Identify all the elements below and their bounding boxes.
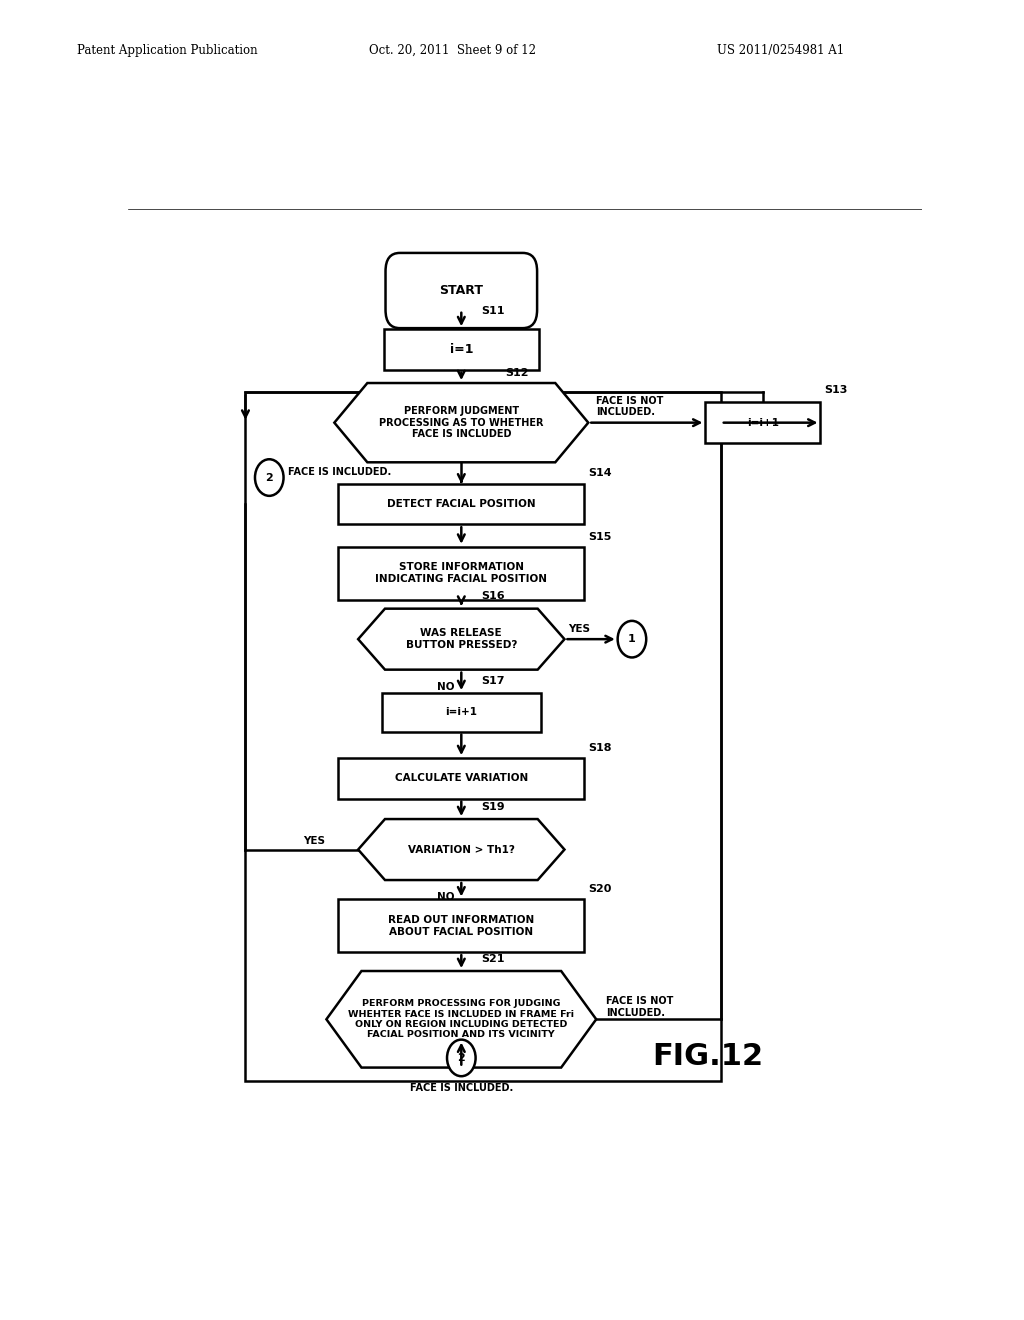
Text: S14: S14 bbox=[588, 469, 612, 478]
Text: US 2011/0254981 A1: US 2011/0254981 A1 bbox=[717, 44, 844, 57]
Text: S18: S18 bbox=[588, 743, 611, 752]
Text: FACE IS NOT
INCLUDED.: FACE IS NOT INCLUDED. bbox=[596, 396, 664, 417]
Text: 2: 2 bbox=[458, 1053, 465, 1063]
Text: CALCULATE VARIATION: CALCULATE VARIATION bbox=[394, 774, 528, 783]
Text: S12: S12 bbox=[505, 368, 528, 378]
Text: Patent Application Publication: Patent Application Publication bbox=[77, 44, 257, 57]
Bar bbox=[706, 403, 820, 444]
Text: PERFORM JUDGMENT
PROCESSING AS TO WHETHER
FACE IS INCLUDED: PERFORM JUDGMENT PROCESSING AS TO WHETHE… bbox=[379, 407, 544, 440]
Polygon shape bbox=[358, 609, 564, 669]
Bar bbox=[338, 483, 585, 524]
Text: READ OUT INFORMATION
ABOUT FACIAL POSITION: READ OUT INFORMATION ABOUT FACIAL POSITI… bbox=[388, 915, 535, 937]
Text: S13: S13 bbox=[824, 385, 848, 395]
Text: S20: S20 bbox=[588, 884, 611, 894]
Text: S21: S21 bbox=[481, 954, 505, 964]
Text: i=1: i=1 bbox=[450, 343, 473, 356]
Bar bbox=[338, 546, 585, 599]
Text: DETECT FACIAL POSITION: DETECT FACIAL POSITION bbox=[387, 499, 536, 510]
Text: 2: 2 bbox=[265, 473, 273, 483]
Text: NO: NO bbox=[436, 892, 455, 903]
Text: START: START bbox=[439, 284, 483, 297]
Text: PERFORM PROCESSING FOR JUDGING
WHEHTER FACE IS INCLUDED IN FRAME Fri
ONLY ON REG: PERFORM PROCESSING FOR JUDGING WHEHTER F… bbox=[348, 999, 574, 1039]
Circle shape bbox=[447, 1040, 475, 1076]
Text: S11: S11 bbox=[481, 306, 505, 317]
Polygon shape bbox=[334, 383, 588, 462]
Bar bbox=[384, 329, 539, 370]
Text: S15: S15 bbox=[588, 532, 611, 541]
Text: YES: YES bbox=[303, 837, 326, 846]
Polygon shape bbox=[358, 818, 564, 880]
Bar bbox=[246, 392, 721, 1081]
Text: S16: S16 bbox=[481, 591, 505, 602]
Text: i=i+1: i=i+1 bbox=[746, 417, 779, 428]
Text: VARIATION > Th1?: VARIATION > Th1? bbox=[408, 845, 515, 854]
Text: YES: YES bbox=[568, 624, 591, 634]
Text: STORE INFORMATION
INDICATING FACIAL POSITION: STORE INFORMATION INDICATING FACIAL POSI… bbox=[376, 562, 547, 583]
Text: FACE IS INCLUDED.: FACE IS INCLUDED. bbox=[288, 467, 391, 478]
Text: NO: NO bbox=[436, 682, 455, 692]
Polygon shape bbox=[327, 972, 596, 1068]
Circle shape bbox=[255, 459, 284, 496]
Text: FIG.12: FIG.12 bbox=[651, 1041, 763, 1071]
Text: 1: 1 bbox=[628, 634, 636, 644]
Text: i=i+1: i=i+1 bbox=[445, 708, 477, 717]
Text: FACE IS NOT
INCLUDED.: FACE IS NOT INCLUDED. bbox=[606, 997, 673, 1018]
Bar bbox=[338, 758, 585, 799]
FancyBboxPatch shape bbox=[385, 253, 538, 329]
Circle shape bbox=[617, 620, 646, 657]
Bar bbox=[382, 693, 541, 731]
Text: WAS RELEASE
BUTTON PRESSED?: WAS RELEASE BUTTON PRESSED? bbox=[406, 628, 517, 649]
Text: Oct. 20, 2011  Sheet 9 of 12: Oct. 20, 2011 Sheet 9 of 12 bbox=[369, 44, 536, 57]
Bar bbox=[338, 899, 585, 952]
Text: S17: S17 bbox=[481, 676, 505, 686]
Text: FACE IS INCLUDED.: FACE IS INCLUDED. bbox=[410, 1082, 513, 1093]
Text: S19: S19 bbox=[481, 801, 505, 812]
